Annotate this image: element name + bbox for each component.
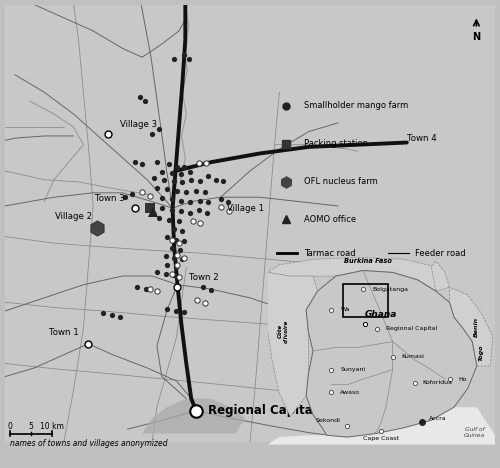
Text: Bolgatanga: Bolgatanga xyxy=(372,287,408,292)
Text: Village 1: Village 1 xyxy=(227,204,264,212)
Text: Ho: Ho xyxy=(458,377,467,381)
Text: Sekondi: Sekondi xyxy=(316,418,340,423)
Text: Feeder road: Feeder road xyxy=(416,249,466,258)
Text: Awaso: Awaso xyxy=(340,390,360,395)
Text: Sunyani: Sunyani xyxy=(340,367,365,372)
Text: 5: 5 xyxy=(28,422,33,431)
Text: Town 4: Town 4 xyxy=(407,133,436,143)
Text: Regional Capital: Regional Capital xyxy=(208,404,317,417)
Text: Smallholder mango farm: Smallholder mango farm xyxy=(304,101,408,110)
Text: 0: 0 xyxy=(8,422,12,431)
Text: Burkina Faso: Burkina Faso xyxy=(344,258,392,264)
Text: Packing station: Packing station xyxy=(304,139,368,148)
Polygon shape xyxy=(5,5,495,442)
Text: AOMO office: AOMO office xyxy=(304,215,356,224)
Text: 10 km: 10 km xyxy=(40,422,64,431)
Bar xyxy=(342,284,388,317)
Text: Town 3: Town 3 xyxy=(96,194,125,203)
Polygon shape xyxy=(306,271,477,437)
Polygon shape xyxy=(268,257,436,291)
Text: Town 2: Town 2 xyxy=(189,273,218,282)
Text: Côte
d'Ivoire: Côte d'Ivoire xyxy=(278,319,289,343)
Text: Benin: Benin xyxy=(474,317,480,337)
Text: Wa: Wa xyxy=(340,307,350,312)
Text: Gulf of
Guinea: Gulf of Guinea xyxy=(464,427,485,438)
Text: Regional Capital: Regional Capital xyxy=(386,326,437,331)
Text: Accra: Accra xyxy=(429,416,446,421)
Text: names of towns and villages anonymized: names of towns and villages anonymized xyxy=(10,439,168,448)
Text: Ghana: Ghana xyxy=(365,310,398,319)
Text: Tarmac road: Tarmac road xyxy=(304,249,356,258)
Text: Town 1: Town 1 xyxy=(49,328,78,337)
Polygon shape xyxy=(432,261,450,291)
Polygon shape xyxy=(268,272,318,417)
Text: Cape Coast: Cape Coast xyxy=(363,437,399,441)
Polygon shape xyxy=(268,407,495,445)
Polygon shape xyxy=(450,287,492,366)
Text: OFL nucleus farm: OFL nucleus farm xyxy=(304,177,378,186)
Text: Village 3: Village 3 xyxy=(120,119,158,129)
Text: Kumasi: Kumasi xyxy=(402,354,424,359)
Polygon shape xyxy=(142,398,245,433)
Text: Village 2: Village 2 xyxy=(54,212,92,221)
Text: Koforidua: Koforidua xyxy=(422,380,452,385)
Text: Togo: Togo xyxy=(479,345,484,361)
Text: N: N xyxy=(472,32,480,42)
